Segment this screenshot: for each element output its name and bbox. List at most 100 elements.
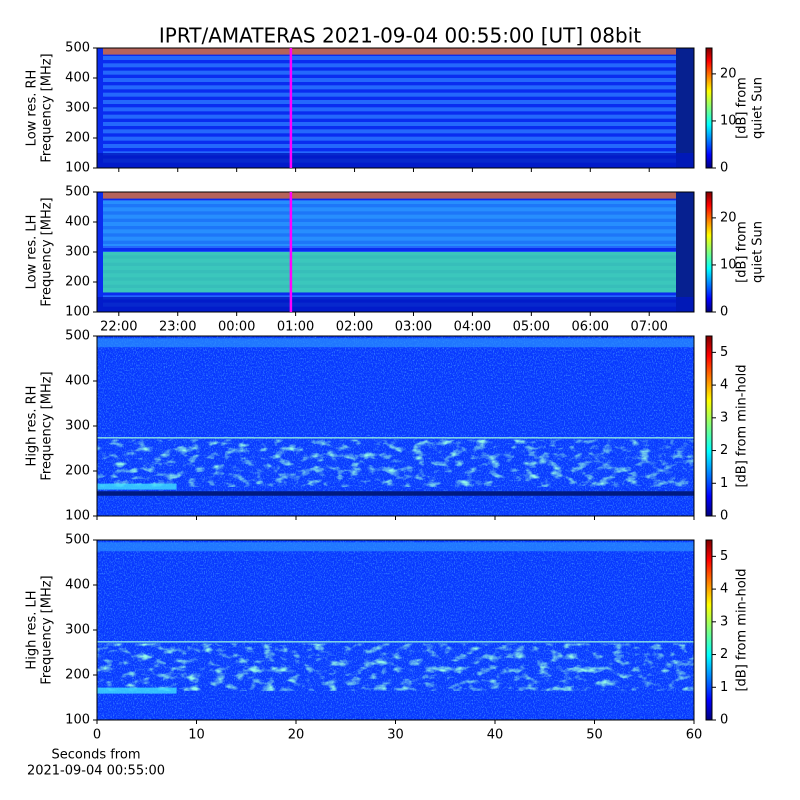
spectral-band	[103, 70, 676, 75]
colorbar	[705, 47, 713, 169]
colorbar-label: [dB] from min-hold	[735, 568, 750, 691]
y-tick-label: 400	[65, 71, 90, 86]
y-axis-label: Low res. LH	[25, 215, 40, 290]
spectral-band	[103, 107, 676, 112]
colorbar-tick-label: 10	[720, 113, 737, 128]
colorbar-tick-label: 3	[720, 410, 728, 425]
x-tick-label: 03:00	[395, 320, 432, 335]
spectral-band	[103, 129, 676, 134]
spectral-band	[103, 114, 676, 119]
colorbar	[705, 191, 713, 313]
x-tick-label: 22:00	[100, 320, 137, 335]
y-axis-label: Frequency [MHz]	[40, 371, 55, 480]
y-tick-label: 400	[65, 215, 90, 230]
x-tick-label: 40	[487, 728, 504, 743]
spectral-band	[103, 85, 676, 90]
spectral-noise	[97, 336, 694, 516]
spectral-edge	[676, 192, 694, 312]
y-tick-label: 100	[65, 305, 90, 320]
colorbar-label: quiet Sun	[751, 77, 766, 139]
colorbar-tick-label: 2	[720, 443, 728, 458]
y-axis-label: High res. RH	[25, 386, 40, 467]
y-tick-label: 100	[65, 713, 90, 728]
colorbar	[705, 539, 713, 721]
spectral-burst	[97, 643, 694, 691]
spectral-edge	[676, 48, 694, 168]
colorbar-tick-label: 0	[720, 161, 728, 176]
spectral-band	[97, 338, 694, 348]
colorbar-label: [dB] from	[735, 221, 750, 283]
spectral-burst	[97, 483, 177, 490]
x-tick-label: 00:00	[218, 320, 255, 335]
x-tick-label: 04:00	[454, 320, 491, 335]
y-tick-label: 300	[65, 623, 90, 638]
x-tick-label: 10	[188, 728, 205, 743]
colorbar-tick-label: 5	[720, 549, 728, 564]
y-tick-label: 200	[65, 668, 90, 683]
x-tick-label: 01:00	[277, 320, 314, 335]
y-tick-label: 300	[65, 419, 90, 434]
colorbar-tick-label: 5	[720, 345, 728, 360]
colorbar-tick-label: 0	[720, 305, 728, 320]
x-axis-label: Seconds from	[51, 748, 140, 763]
colorbar-tick-label: 2	[720, 647, 728, 662]
spectral-dark	[97, 491, 694, 496]
colorbar-label: [dB] from	[735, 77, 750, 139]
colorbar-tick-label: 0	[720, 713, 728, 728]
spectral-noise	[97, 540, 694, 720]
spectral-band	[103, 92, 676, 97]
spectral-band	[103, 192, 676, 199]
figure-title: IPRT/AMATERAS 2021-09-04 00:55:00 [UT] 0…	[159, 24, 641, 48]
spectral-burst	[97, 439, 694, 487]
spectral-band	[103, 56, 676, 60]
spectral-low	[97, 297, 694, 312]
x-tick-label: 0	[93, 728, 101, 743]
y-tick-label: 400	[65, 578, 90, 593]
colorbar-tick-label: 1	[720, 476, 728, 491]
colorbar-tick-label: 3	[720, 614, 728, 629]
y-axis-label: Frequency [MHz]	[40, 575, 55, 684]
x-axis-label: 2021-09-04 00:55:00	[27, 764, 165, 779]
y-tick-label: 500	[65, 533, 90, 548]
spectral-band	[103, 100, 676, 104]
colorbar-label: [dB] from min-hold	[735, 364, 750, 487]
colorbar-tick-label: 10	[720, 257, 737, 272]
spectral-band	[103, 78, 676, 82]
spectral-band	[103, 122, 676, 126]
y-axis-label: Low res. RH	[25, 70, 40, 147]
spectral-line	[97, 437, 694, 439]
spectral-band	[103, 63, 676, 68]
colorbar-tick-label: 4	[720, 378, 728, 393]
x-tick-label: 02:00	[336, 320, 373, 335]
spectral-burst	[97, 687, 177, 694]
x-tick-label: 23:00	[159, 320, 196, 335]
x-tick-label: 60	[686, 728, 703, 743]
y-tick-label: 500	[65, 41, 90, 56]
y-tick-label: 300	[65, 101, 90, 116]
x-tick-label: 05:00	[513, 320, 550, 335]
colorbar-tick-label: 20	[720, 66, 737, 81]
x-tick-label: 30	[387, 728, 404, 743]
spectral-band	[103, 136, 676, 141]
y-tick-label: 300	[65, 245, 90, 260]
spectral-band	[97, 542, 694, 552]
spectral-band	[103, 144, 676, 148]
y-axis-label: Frequency [MHz]	[40, 53, 55, 162]
x-tick-label: 20	[288, 728, 305, 743]
y-tick-label: 200	[65, 464, 90, 479]
colorbar-tick-label: 0	[720, 509, 728, 524]
x-tick-label: 06:00	[572, 320, 609, 335]
y-axis-label: High res. LH	[25, 590, 40, 669]
colorbar-label: quiet Sun	[751, 221, 766, 283]
x-tick-label: 07:00	[630, 320, 667, 335]
y-axis-label: Frequency [MHz]	[40, 197, 55, 306]
y-tick-label: 200	[65, 131, 90, 146]
colorbar	[705, 335, 713, 517]
y-tick-label: 100	[65, 161, 90, 176]
y-tick-label: 500	[65, 329, 90, 344]
y-tick-label: 100	[65, 509, 90, 524]
spectral-band	[103, 48, 676, 55]
x-tick-label: 50	[586, 728, 603, 743]
y-tick-label: 200	[65, 275, 90, 290]
